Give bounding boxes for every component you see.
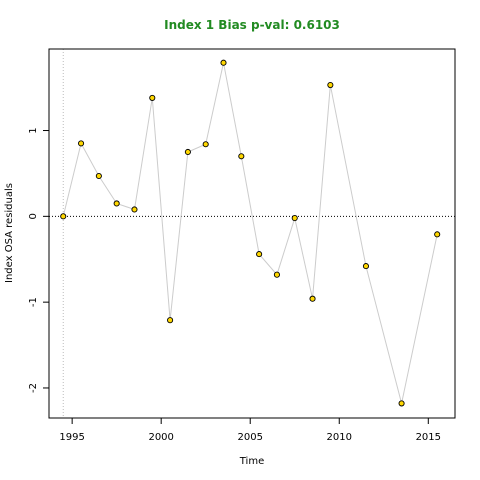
plot-area [49,49,455,418]
data-point [220,59,227,66]
y-axis-label: Index OSA residuals [4,183,15,283]
y-tick-label: -2 [28,383,39,393]
data-point [167,317,174,324]
x-tick-label: 1995 [59,432,84,443]
data-point [434,231,441,238]
x-tick-label: 2010 [327,432,352,443]
series-line [62,62,438,404]
chart-title: Index 1 Bias p-val: 0.6103 [164,18,340,32]
data-point [398,400,405,407]
data-point [78,140,85,147]
data-point [362,263,370,270]
plot-frame [48,48,456,419]
data-point [327,81,334,89]
data-point [291,215,298,222]
y-axis: -2 -1 0 1 [28,127,49,393]
x-axis: 1995 2000 2005 2010 2015 [59,418,441,443]
x-axis-label: Time [239,456,264,467]
x-tick-label: 2015 [416,432,441,443]
data-point [113,200,120,207]
data-point [238,153,245,160]
data-point [256,251,263,258]
data-point [60,213,67,220]
y-tick-label: 1 [28,127,39,133]
data-point [273,271,280,278]
data-point [131,206,138,213]
data-point [202,141,209,148]
data-point [149,94,156,101]
data-point [95,172,102,180]
x-tick-label: 2005 [237,432,262,443]
data-point [309,295,316,302]
x-tick-label: 2000 [148,432,173,443]
y-tick-label: -1 [28,297,39,307]
data-point [184,148,191,156]
y-tick-label: 0 [28,213,39,219]
